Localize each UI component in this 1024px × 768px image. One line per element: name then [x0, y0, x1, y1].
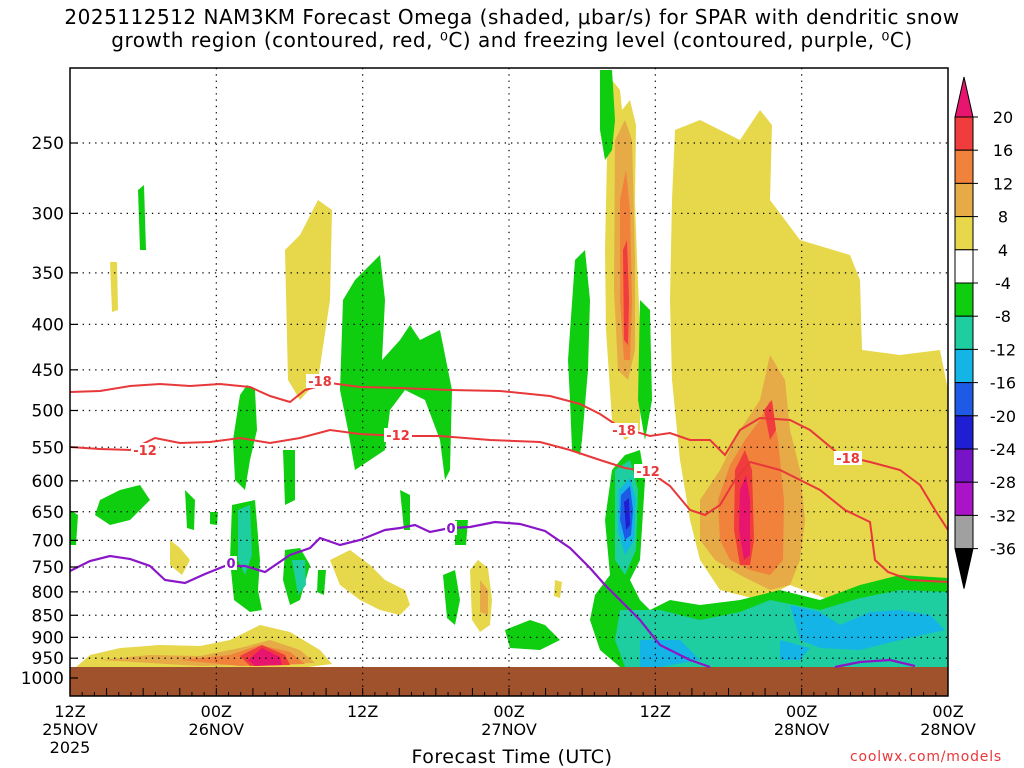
freezing-contour-label: 0 — [226, 557, 235, 572]
colorbar-label: -28 — [990, 473, 1016, 492]
colorbar-label: -12 — [990, 340, 1016, 359]
colorbar-bottom-arrow — [954, 548, 974, 589]
dgz-contour-label: -12 — [386, 429, 410, 444]
contour-zero-east — [834, 658, 916, 669]
omega-band-gt20 — [248, 475, 750, 666]
contour-label-bg — [306, 374, 334, 388]
y-tick-label: 700 — [32, 531, 64, 551]
y-tick-label: 450 — [32, 361, 64, 381]
contour-label-bg — [445, 521, 457, 535]
x-tick-line1: 12Z — [347, 702, 378, 721]
colorbar-segment — [954, 315, 974, 350]
y-tick-label: 1000 — [21, 669, 64, 689]
dgz-contour-label: -12 — [636, 465, 660, 480]
colorbar-segment — [954, 182, 974, 218]
y-tick-label: 950 — [32, 649, 64, 669]
colorbar-label: -32 — [990, 506, 1016, 525]
colorbar-label: 4 — [998, 241, 1008, 260]
dgz-contour-label: -18 — [308, 375, 332, 390]
y-tick-label: 650 — [32, 503, 64, 523]
colorbar-segment — [954, 116, 974, 151]
colorbar-segment — [954, 249, 974, 284]
colorbar-label: -16 — [990, 374, 1016, 393]
freezing-contours — [70, 520, 916, 669]
x-tick-line1: 00Z — [201, 702, 232, 721]
contour-minus18 — [70, 381, 948, 531]
colorbar-label: -24 — [990, 440, 1016, 459]
dgz-contours — [70, 381, 948, 583]
x-tick-line1: 12Z — [640, 702, 671, 721]
y-tick-label: 400 — [32, 315, 64, 335]
contour-label-bg — [225, 556, 237, 570]
y-axis: 2503003504004505005506006507007508008509… — [21, 134, 78, 689]
colorbar-label: 8 — [998, 208, 1008, 227]
x-tick-end-line2: 28NOV — [920, 720, 976, 739]
contour-minus12 — [70, 428, 948, 583]
omega-band-neg24-neg28 — [624, 498, 630, 530]
colorbar-label: -36 — [990, 540, 1016, 559]
vertical-gridlines — [215, 68, 803, 696]
y-tick-label: 850 — [32, 606, 64, 626]
y-tick-label: 350 — [32, 264, 64, 284]
freezing-contour-label: 0 — [446, 522, 455, 537]
chart-title: 2025112512 NAM3KM Forecast Omega (shaded… — [0, 6, 1024, 52]
dgz-contour-label: -12 — [133, 444, 157, 459]
y-tick-label: 800 — [32, 583, 64, 603]
x-tick-line2: 26NOV — [189, 720, 245, 739]
y-tick-label: 600 — [32, 472, 64, 492]
colorbar-label: 20 — [993, 108, 1013, 127]
x-tick-line1: 00Z — [493, 702, 524, 721]
colorbar-segment — [954, 415, 974, 450]
colorbar-label: -20 — [990, 407, 1016, 426]
omega-shading — [70, 70, 948, 669]
colorbar-segment — [954, 149, 974, 184]
colorbar: 20 16 12 8 4 -4 -8 -12 -16 -20 -24 -28 -32 -36 — [954, 76, 1016, 589]
x-tick-line3: 2025 — [50, 738, 91, 757]
colorbar-segment — [954, 282, 974, 317]
colorbar-top-arrow — [954, 76, 974, 118]
colorbar-segment — [954, 382, 974, 417]
colorbar-segment — [954, 514, 974, 550]
contour-zero-main — [70, 520, 711, 669]
y-tick-label: 750 — [32, 558, 64, 578]
x-tick-line2: 27NOV — [481, 720, 537, 739]
source-credit: coolwx.com/models — [849, 749, 1002, 765]
y-tick-label: 900 — [32, 628, 64, 648]
y-tick-label: 500 — [32, 402, 64, 422]
chart-title-line2: growth region (contoured, red, ⁰C) and f… — [111, 28, 913, 52]
colorbar-label: 16 — [993, 141, 1013, 160]
omega-band-4-8 — [75, 80, 948, 669]
contour-labels: -18 -12 -12 -18 -12 -18 0 0 — [131, 374, 862, 572]
colorbar-label: -4 — [995, 274, 1011, 293]
colorbar-label: -8 — [995, 307, 1011, 326]
chart-title-line1: 2025112512 NAM3KM Forecast Omega (shaded… — [64, 5, 960, 29]
x-tick-line2: 25NOV — [42, 720, 98, 739]
x-tick-line2: 28NOV — [774, 720, 830, 739]
y-tick-label: 250 — [32, 134, 64, 154]
y-tick-label: 300 — [32, 204, 64, 224]
dgz-contour-label: -18 — [612, 424, 636, 439]
y-tick-label: 550 — [32, 438, 64, 458]
colorbar-segment — [954, 481, 974, 516]
x-tick-line1: 12Z — [54, 702, 85, 721]
contour-label-bg — [131, 443, 159, 457]
contour-label-bg — [834, 451, 862, 465]
colorbar-segment — [954, 448, 974, 483]
x-tick-end-line1: 00Z — [932, 702, 963, 721]
contour-label-bg — [634, 464, 662, 478]
colorbar-segment — [954, 348, 974, 384]
x-tick-line1: 00Z — [786, 702, 817, 721]
dgz-contour-label: -18 — [836, 452, 860, 467]
contour-label-bg — [610, 423, 638, 437]
x-axis-label: Forecast Time (UTC) — [411, 746, 613, 768]
contour-label-bg — [384, 428, 412, 442]
colorbar-label: 12 — [993, 174, 1013, 193]
colorbar-segment — [954, 216, 974, 251]
